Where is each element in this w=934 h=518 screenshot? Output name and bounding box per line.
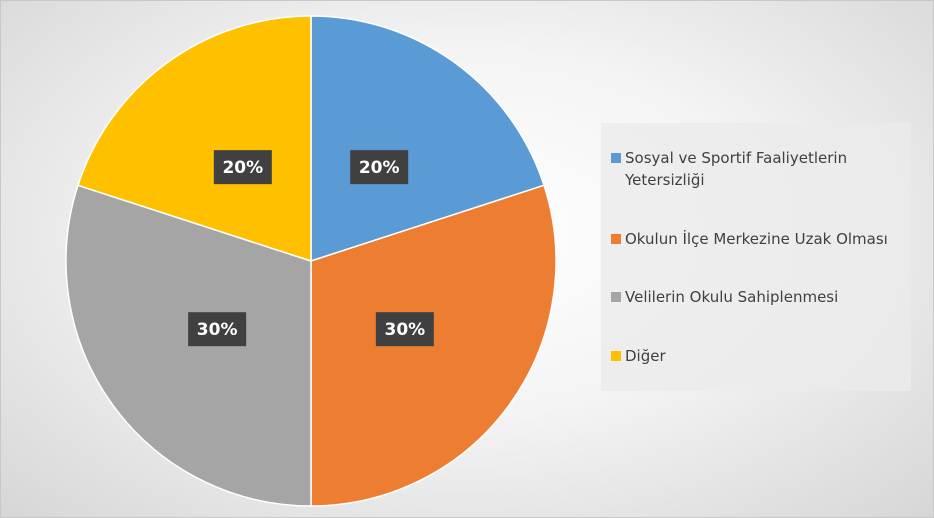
- legend-swatch: [611, 350, 621, 361]
- legend-label: Sosyal ve Sportif Faaliyetlerin Yetersiz…: [625, 149, 848, 190]
- data-label-box: [375, 312, 434, 347]
- legend-label: Okulun İlçe Merkezine Uzak Olması: [625, 229, 888, 248]
- data-label: 20%: [222, 158, 263, 178]
- legend-label: Velilerin Okulu Sahiplenmesi: [625, 288, 839, 307]
- legend-item: Diğer: [611, 345, 911, 367]
- legend-item: Velilerin Okulu Sahiplenmesi: [611, 286, 911, 308]
- data-label: 20%: [359, 158, 400, 178]
- legend-swatch: [611, 153, 621, 164]
- legend-item: Sosyal ve Sportif Faaliyetlerin Yetersiz…: [611, 147, 911, 191]
- data-label-box: [188, 312, 247, 347]
- legend-swatch: [611, 292, 621, 303]
- legend-item: Okulun İlçe Merkezine Uzak Olması: [611, 228, 911, 250]
- data-label: 30%: [384, 320, 425, 340]
- pie-slice: [310, 15, 545, 263]
- pie-slice: [77, 15, 312, 263]
- data-label-box: [213, 150, 272, 185]
- legend-swatch: [611, 233, 621, 244]
- legend: Sosyal ve Sportif Faaliyetlerin Yetersiz…: [601, 123, 911, 391]
- data-label-box: [350, 150, 409, 185]
- legend-label: Diğer: [625, 346, 666, 365]
- data-label: 30%: [197, 320, 238, 340]
